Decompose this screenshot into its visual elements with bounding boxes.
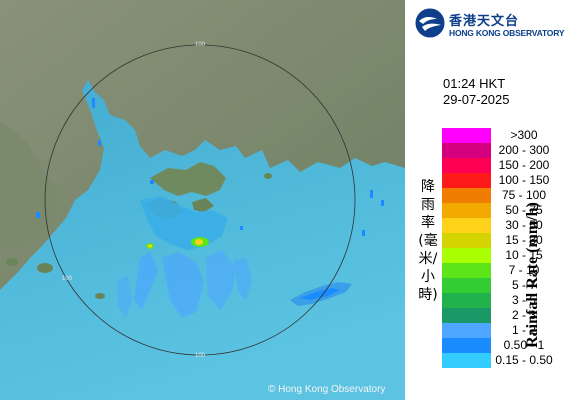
legend-swatch xyxy=(442,338,491,353)
legend-row: 0.15 - 0.50 xyxy=(442,353,577,368)
legend-label: 30 - 50 xyxy=(505,218,543,232)
legend-swatch xyxy=(442,173,491,188)
legend-swatch xyxy=(442,308,491,323)
legend-label: 0.15 - 0.50 xyxy=(495,353,553,367)
legend-label: 10 - 15 xyxy=(505,248,543,262)
legend-row: 50 - 75 xyxy=(442,203,577,218)
legend-swatch xyxy=(442,218,491,233)
legend-panel: 香港天文台 HONG KONG OBSERVATORY 01:24 HKT 29… xyxy=(405,0,577,400)
timestamp-time: 01:24 HKT xyxy=(443,76,506,91)
legend-row: 75 - 100 xyxy=(442,188,577,203)
legend-label: 5 - 7 xyxy=(511,278,536,292)
island xyxy=(264,173,272,179)
org-name-chinese: 香港天文台 xyxy=(449,14,520,29)
legend-row: 200 - 300 xyxy=(442,143,577,158)
legend-swatch xyxy=(442,143,491,158)
legend-title-english: Rainfall Rate (mm/h) xyxy=(524,202,541,348)
legend-row: 3 - 5 xyxy=(442,293,577,308)
legend-row: >300 xyxy=(442,128,577,143)
hong-kong-land xyxy=(150,162,226,196)
legend-row: 100 - 150 xyxy=(442,173,577,188)
range-ring-label-top: 100 xyxy=(195,42,206,48)
legend-swatch xyxy=(442,203,491,218)
legend-swatch xyxy=(442,353,491,368)
legend-row: 2 - 3 xyxy=(442,308,577,323)
legend-label: 3 - 5 xyxy=(511,293,536,307)
legend-row: 15 - 30 xyxy=(442,233,577,248)
west-land xyxy=(0,120,60,250)
legend-title-english-wrap: Rainfall Rate (mm/h) xyxy=(523,180,543,370)
legend-row: 5 - 7 xyxy=(442,278,577,293)
legend-label: 50 - 75 xyxy=(505,203,543,217)
mainland-land xyxy=(0,0,405,290)
legend-swatch xyxy=(442,233,491,248)
observatory-logo: 香港天文台 HONG KONG OBSERVATORY xyxy=(415,8,575,44)
range-ring-label-left: 100 xyxy=(62,276,73,282)
copyright-notice: © Hong Kong Observatory xyxy=(268,384,386,395)
legend-swatch xyxy=(442,263,491,278)
legend-swatch xyxy=(442,248,491,263)
legend-row: 150 - 200 xyxy=(442,158,577,173)
legend-row: 1 - 2 xyxy=(442,323,577,338)
legend-label: 7 - 10 xyxy=(508,263,540,277)
legend-label: 75 - 100 xyxy=(501,188,547,202)
legend-label: >300 xyxy=(510,128,538,142)
radar-map: 100 100 100 xyxy=(0,0,405,400)
legend-title-chinese: 降雨率(毫米/小時) xyxy=(418,179,438,303)
legend-swatch xyxy=(442,158,491,173)
legend-row: 7 - 10 xyxy=(442,263,577,278)
legend-swatch xyxy=(442,188,491,203)
legend-swatch xyxy=(442,128,491,143)
range-rings xyxy=(44,44,356,356)
legend-row: 0.50 - 1 xyxy=(442,338,577,353)
legend-label: 2 - 3 xyxy=(511,308,536,322)
island xyxy=(6,258,18,266)
island xyxy=(95,293,105,299)
legend-swatch xyxy=(442,323,491,338)
legend-label: 15 - 30 xyxy=(505,233,543,247)
observatory-emblem-icon xyxy=(415,8,445,38)
rain-echoes xyxy=(36,98,384,318)
legend-label: 0.50 - 1 xyxy=(503,338,545,352)
org-name-english: HONG KONG OBSERVATORY xyxy=(449,28,565,38)
timestamp-date: 29-07-2025 xyxy=(443,92,510,107)
legend-row: 30 - 50 xyxy=(442,218,577,233)
island xyxy=(37,263,53,273)
legend-label: 1 - 2 xyxy=(511,323,536,337)
legend-label: 200 - 300 xyxy=(498,143,550,157)
legend-label: 150 - 200 xyxy=(498,158,550,172)
legend-label: 100 - 150 xyxy=(498,173,550,187)
hk-island xyxy=(192,198,214,212)
legend-swatch xyxy=(442,278,491,293)
legend-swatch xyxy=(442,293,491,308)
range-ring-label-bottom: 100 xyxy=(195,353,206,359)
legend-row: 10 - 15 xyxy=(442,248,577,263)
